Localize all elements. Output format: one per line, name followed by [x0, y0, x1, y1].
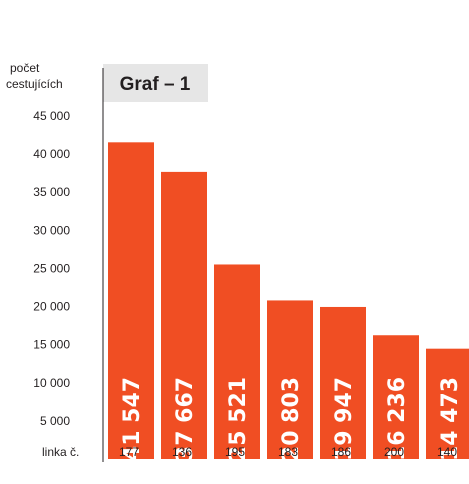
x-tick-label: 140	[437, 445, 457, 459]
bar	[161, 171, 207, 460]
bar	[373, 335, 419, 459]
bar	[267, 300, 313, 459]
bar-value-label: 25 521	[226, 377, 251, 461]
y-tick-label: 40 000	[33, 147, 70, 161]
x-tick-label: 177	[119, 445, 139, 459]
bar-value-label: 41 547	[120, 377, 145, 461]
y-tick-labels: 5 000 10 000 15 000 20 000 25 000 30 000 35 00…	[33, 109, 70, 428]
bar	[320, 306, 366, 459]
x-tick-label: 186	[331, 445, 351, 459]
bar	[426, 348, 469, 459]
bar-value-labels: 41 547 37 667 25 521 20 803 19 947 16 236 14 4…	[120, 377, 463, 461]
y-tick-label: 25 000	[33, 261, 70, 275]
y-tick-label: 10 000	[33, 376, 70, 390]
x-tick-label: 183	[278, 445, 298, 459]
bar-value-label: 20 803	[279, 377, 304, 461]
y-tick-label: 5 000	[40, 414, 70, 428]
y-axis-title-line1: počet	[10, 61, 40, 75]
x-tick-label: 195	[225, 445, 245, 459]
bar-value-label: 14 473	[438, 377, 463, 461]
bar	[214, 264, 260, 459]
chart-title: Graf – 1	[120, 74, 191, 95]
bar-value-label: 37 667	[173, 377, 198, 461]
bar-value-label: 19 947	[332, 377, 357, 461]
x-tick-label: 136	[172, 445, 192, 459]
y-tick-label: 15 000	[33, 338, 70, 352]
chart-title-box	[103, 64, 208, 102]
bar-value-label: 16 236	[385, 377, 410, 461]
x-tick-label: 200	[384, 445, 404, 459]
x-axis-title: linka č.	[42, 445, 79, 459]
bar	[108, 142, 154, 460]
x-tick-labels: 177 136 195 183 186 200 140	[119, 445, 457, 459]
y-tick-label: 30 000	[33, 223, 70, 237]
y-tick-label: 20 000	[33, 300, 70, 314]
y-axis-title-line2: cestujících	[6, 77, 63, 91]
y-tick-label: 45 000	[33, 109, 70, 123]
y-tick-label: 35 000	[33, 185, 70, 199]
bars	[108, 142, 469, 460]
